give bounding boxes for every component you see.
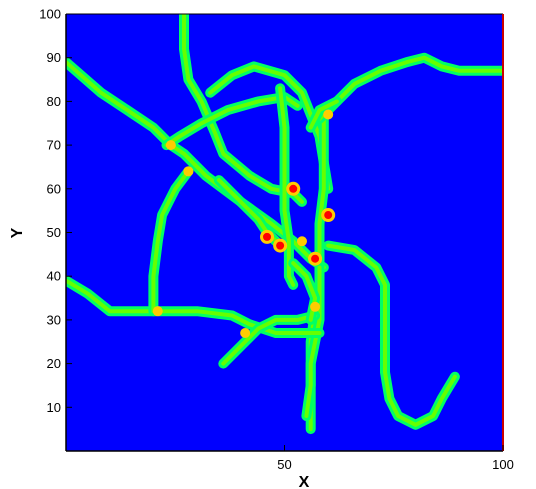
hotspot-2 — [311, 254, 320, 263]
contour-core-upper-crossing — [308, 99, 339, 130]
hotspot-0 — [263, 232, 272, 241]
y-tick-label-40: 40 — [47, 269, 61, 284]
contour-core-right-vertical — [304, 265, 322, 418]
y-tick-label-60: 60 — [47, 181, 61, 196]
y-tick-label-50: 50 — [47, 225, 61, 240]
hotspot-7 — [242, 330, 248, 336]
hotspot-6 — [155, 308, 161, 314]
x-tick-label-50: 50 — [277, 457, 291, 472]
y-tick-label-30: 30 — [47, 312, 61, 327]
hotspot-11 — [325, 112, 331, 118]
contour-core-inner-vertical — [278, 86, 296, 287]
hotspot-9 — [324, 211, 333, 220]
x-axis-title: X — [299, 474, 310, 489]
contour-core-right-hook — [326, 243, 457, 427]
y-tick-label-10: 10 — [47, 400, 61, 415]
y-tick-label-70: 70 — [47, 138, 61, 153]
contour-core-lower-diagonal — [221, 313, 318, 366]
hotspot-8 — [312, 304, 318, 310]
hotspot-layer — [152, 109, 336, 339]
contour-core-left-bottom-horizontal — [66, 278, 322, 335]
y-tick-label-80: 80 — [47, 94, 61, 109]
x-tick-label-100: 100 — [492, 457, 514, 472]
hotspot-3 — [276, 241, 285, 250]
hotspot-1 — [299, 238, 305, 244]
contour-core-left-vertical — [151, 169, 191, 314]
y-tick-label-20: 20 — [47, 356, 61, 371]
contour-core-northwest-diagonal — [66, 60, 326, 270]
y-tick-label-100: 100 — [39, 7, 61, 22]
hotspot-10 — [289, 184, 298, 193]
y-axis: 10 20 30 40 50 60 70 80 90 100 — [39, 7, 72, 415]
hotspot-4 — [168, 142, 174, 148]
y-axis-title: Y — [9, 227, 26, 238]
contour-core-top-right-arc — [317, 55, 503, 121]
x-axis: 50 100 — [277, 445, 514, 472]
hotspot-5 — [185, 168, 191, 174]
y-tick-label-90: 90 — [47, 50, 61, 65]
